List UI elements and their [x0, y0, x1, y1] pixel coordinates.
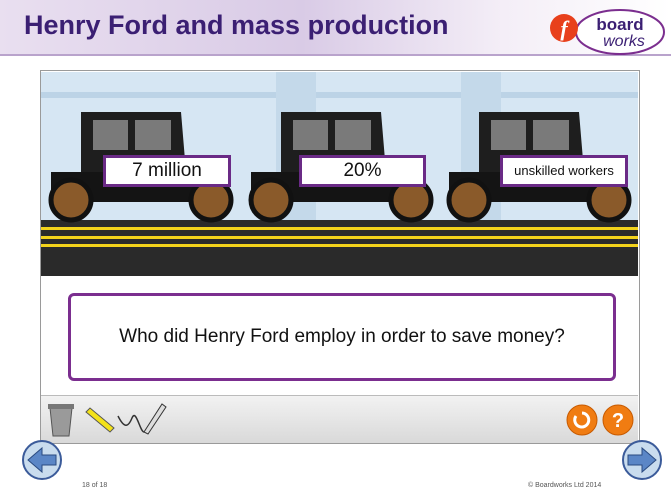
next-button[interactable]	[620, 438, 664, 482]
prev-button[interactable]	[20, 438, 64, 482]
logo-word: works	[603, 33, 645, 50]
answer-label[interactable]: unskilled workers	[500, 155, 628, 187]
background-band	[41, 92, 638, 98]
copyright: © Boardworks Ltd 2014	[528, 482, 601, 489]
question-box: Who did Henry Ford employ in order to sa…	[68, 293, 616, 381]
control-buttons: ?	[566, 402, 636, 438]
logo-word: board	[596, 15, 643, 34]
reset-button[interactable]	[567, 405, 597, 435]
highlighter-icon[interactable]	[86, 408, 114, 432]
slide: {"header": {"title": "Henry Ford and mas…	[0, 0, 671, 490]
trash-icon[interactable]	[50, 408, 72, 436]
pen-icon[interactable]	[144, 404, 166, 434]
question-text: Who did Henry Ford employ in order to sa…	[119, 326, 565, 348]
trash-lid	[48, 404, 74, 409]
logo: f board works	[548, 6, 666, 56]
road-line	[41, 236, 638, 239]
tool-icons	[44, 398, 174, 440]
road-line	[41, 244, 638, 247]
road-line	[41, 227, 638, 230]
slide-title: Henry Ford and mass production	[24, 10, 449, 41]
answer-label[interactable]: 7 million	[103, 155, 231, 187]
pen-stroke	[118, 416, 144, 432]
help-glyph: ?	[612, 410, 624, 432]
answer-label[interactable]: 20%	[299, 155, 426, 187]
page-number: 18 of 18	[82, 482, 107, 489]
